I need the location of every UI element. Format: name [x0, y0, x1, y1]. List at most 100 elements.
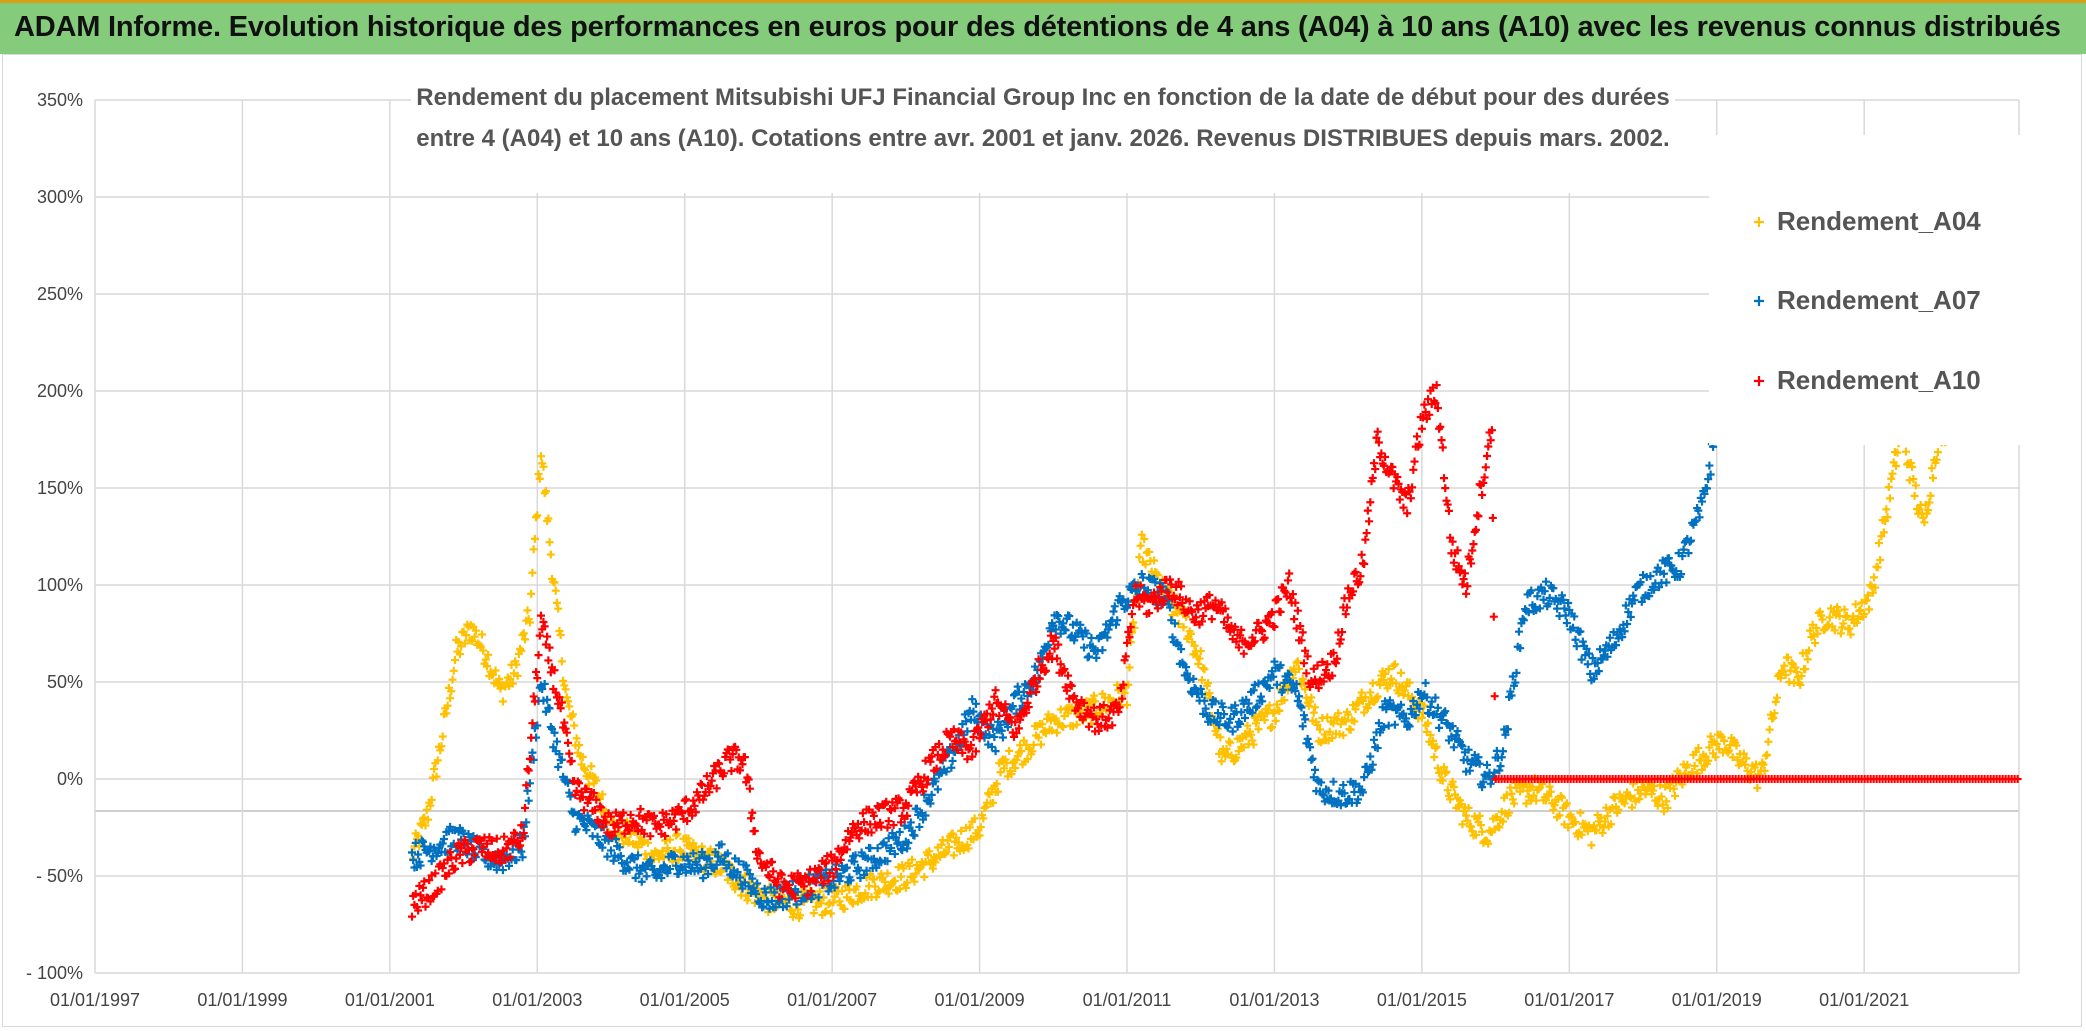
point-rendement-a07 — [1397, 700, 1406, 709]
point-rendement-a07 — [1326, 794, 1335, 803]
point-rendement-a10 — [985, 700, 994, 709]
point-rendement-a07 — [1662, 578, 1671, 587]
point-rendement-a04 — [545, 538, 554, 547]
point-rendement-a10 — [1094, 726, 1103, 735]
point-rendement-a07 — [1111, 620, 1120, 629]
point-rendement-a07 — [543, 695, 552, 704]
point-rendement-a07 — [792, 900, 801, 909]
point-rendement-a04 — [1195, 654, 1204, 663]
point-rendement-a04 — [1249, 740, 1258, 749]
point-rendement-a04 — [936, 852, 945, 861]
point-rendement-a07 — [1453, 727, 1462, 736]
point-rendement-a07 — [1421, 679, 1430, 688]
point-rendement-a04 — [1023, 755, 1032, 764]
point-rendement-a07 — [1501, 730, 1510, 739]
point-rendement-a04 — [1217, 757, 1226, 766]
point-rendement-a04 — [1304, 701, 1313, 710]
legend-label-a10: Rendement_A10 — [1777, 365, 1981, 395]
point-rendement-a10 — [656, 822, 665, 831]
point-rendement-a07 — [1256, 692, 1265, 701]
point-rendement-a10 — [1389, 484, 1398, 493]
point-rendement-a04 — [1507, 789, 1516, 798]
point-rendement-a07 — [830, 883, 839, 892]
point-rendement-a07 — [1539, 595, 1548, 604]
point-rendement-a10 — [561, 724, 570, 733]
point-rendement-a07 — [1306, 743, 1315, 752]
point-rendement-a10 — [1338, 628, 1347, 637]
point-rendement-a04 — [432, 772, 441, 781]
point-rendement-a07 — [1385, 696, 1394, 705]
point-rendement-a04 — [1817, 611, 1826, 620]
point-rendement-a10 — [736, 766, 745, 775]
point-rendement-a07 — [1010, 691, 1018, 700]
point-rendement-a04 — [1771, 697, 1780, 706]
point-rendement-a07 — [1051, 625, 1060, 634]
point-rendement-a07 — [572, 825, 581, 834]
point-rendement-a10 — [1369, 459, 1378, 468]
point-rendement-a04 — [1394, 689, 1403, 698]
point-rendement-a10 — [761, 863, 770, 872]
point-rendement-a10 — [1234, 643, 1243, 652]
point-rendement-a07 — [533, 721, 542, 730]
point-rendement-a04 — [482, 662, 491, 671]
point-rendement-a07 — [672, 861, 681, 870]
point-rendement-a04 — [970, 814, 979, 823]
point-rendement-a07 — [855, 866, 864, 875]
point-rendement-a07 — [1374, 719, 1383, 728]
point-rendement-a07 — [512, 856, 521, 865]
point-rendement-a07 — [908, 826, 917, 835]
point-rendement-a10 — [755, 849, 764, 858]
point-rendement-a07 — [1706, 470, 1715, 479]
point-rendement-a04 — [1760, 766, 1769, 775]
point-rendement-a04 — [1232, 753, 1241, 762]
point-rendement-a07 — [1483, 760, 1492, 769]
point-rendement-a10 — [1281, 588, 1290, 597]
point-rendement-a10 — [1023, 698, 1032, 707]
point-rendement-a10 — [699, 795, 708, 804]
point-rendement-a10 — [1487, 426, 1496, 435]
point-rendement-a04 — [793, 905, 802, 914]
point-rendement-a10 — [777, 870, 786, 879]
point-rendement-a10 — [417, 896, 426, 905]
point-rendement-a10 — [1420, 400, 1429, 409]
point-rendement-a07 — [1582, 644, 1591, 653]
point-rendement-a04 — [1311, 703, 1320, 712]
point-rendement-a10 — [1154, 594, 1163, 603]
point-rendement-a07 — [523, 786, 532, 795]
point-rendement-a10 — [917, 782, 926, 791]
point-rendement-a10 — [1167, 580, 1176, 589]
point-rendement-a10 — [1185, 597, 1194, 606]
point-rendement-a07 — [1490, 768, 1499, 777]
point-rendement-a07 — [1624, 608, 1633, 617]
point-rendement-a10 — [1298, 628, 1307, 637]
point-rendement-a10 — [475, 835, 484, 844]
point-rendement-a10 — [1136, 581, 1145, 590]
point-rendement-a10 — [836, 855, 845, 864]
point-rendement-a10 — [776, 869, 785, 878]
point-rendement-a04 — [1243, 721, 1252, 730]
point-rendement-a10 — [618, 816, 627, 825]
point-rendement-a10 — [1360, 560, 1369, 569]
point-rendement-a07 — [991, 747, 1000, 756]
point-rendement-a10 — [642, 816, 651, 825]
point-rendement-a10 — [524, 766, 533, 775]
point-rendement-a04 — [659, 853, 668, 862]
point-rendement-a10 — [842, 845, 851, 854]
point-rendement-a07 — [1704, 475, 1713, 484]
point-rendement-a10 — [1001, 700, 1010, 709]
point-rendement-a07 — [1285, 670, 1294, 679]
y-tick-label: 300% — [37, 187, 83, 207]
point-rendement-a04 — [1405, 678, 1414, 687]
point-rendement-a10 — [867, 828, 876, 837]
point-rendement-a04 — [1048, 726, 1057, 735]
point-rendement-a07 — [555, 750, 564, 759]
point-rendement-a10 — [702, 772, 711, 781]
legend-label-a04: Rendement_A04 — [1777, 206, 1981, 236]
point-rendement-a04 — [1320, 730, 1329, 739]
point-rendement-a10 — [458, 859, 467, 868]
point-rendement-a10 — [517, 821, 526, 830]
point-rendement-a07 — [609, 856, 618, 865]
point-rendement-a04 — [1845, 624, 1854, 633]
point-rendement-a10 — [1254, 618, 1263, 627]
point-rendement-a10 — [690, 801, 699, 810]
